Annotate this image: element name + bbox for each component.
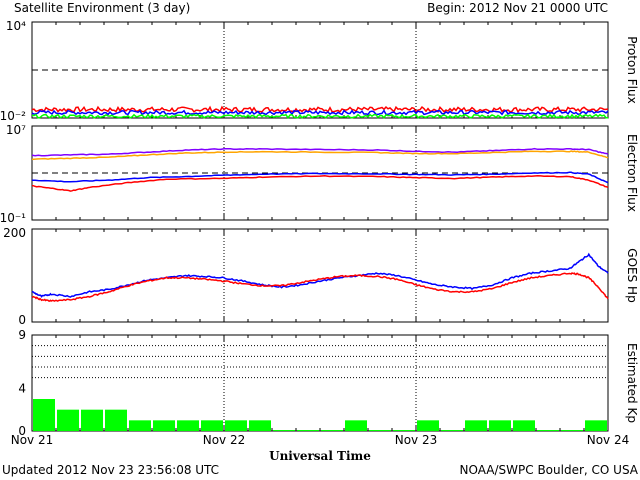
estimated-kp-bar xyxy=(585,420,607,431)
chart-title: Satellite Environment (3 day) xyxy=(14,1,190,15)
credit: NOAA/SWPC Boulder, CO USA xyxy=(460,463,639,477)
x-tick-nov23: Nov 23 xyxy=(395,433,438,447)
proton-flux-series-blue xyxy=(31,109,609,116)
estimated-kp-bar xyxy=(321,430,343,431)
estimated-kp-bar xyxy=(441,430,463,431)
proton-flux-ytick-label: 10⁴ xyxy=(6,19,26,33)
estimated-kp-bar xyxy=(417,420,439,431)
x-axis-label: Universal Time xyxy=(269,449,371,463)
estimated-kp-bar xyxy=(297,430,319,431)
estimated-kp-bar xyxy=(561,430,583,431)
estimated-kp-ytick-label: 9 xyxy=(18,328,26,342)
estimated-kp-ytick-label: 4 xyxy=(18,381,26,395)
electron-flux-series-blue xyxy=(32,171,609,184)
estimated-kp-bar xyxy=(465,420,487,431)
estimated-kp-bar xyxy=(393,430,415,431)
estimated-kp-bar xyxy=(249,420,271,431)
estimated-kp-bar xyxy=(177,420,199,431)
estimated-kp-bar xyxy=(489,420,511,431)
electron-flux-series-red xyxy=(31,175,609,192)
proton-flux-series-red xyxy=(31,105,609,114)
estimated-kp-bar xyxy=(57,409,79,431)
electron-flux-ylabel: Electron Flux xyxy=(625,134,639,212)
estimated-kp-bar xyxy=(33,399,55,431)
estimated-kp-bar xyxy=(225,420,247,431)
x-tick-nov21: Nov 21 xyxy=(11,433,54,447)
goes-hp-ytick-label: 0 xyxy=(18,313,26,327)
estimated-kp-bar xyxy=(537,430,559,431)
begin-time: Begin: 2012 Nov 21 0000 UTC xyxy=(427,1,608,15)
electron-flux-series-orange xyxy=(31,150,609,161)
estimated-kp-bar xyxy=(105,409,127,431)
estimated-kp-bar xyxy=(201,420,223,431)
estimated-kp-bar xyxy=(273,430,295,431)
estimated-kp-bar xyxy=(81,409,103,431)
estimated-kp-ylabel: Estimated Kp xyxy=(625,343,639,423)
proton-flux-ylabel: Proton Flux xyxy=(625,36,639,103)
goes-hp-series-blue xyxy=(31,252,609,298)
electron-flux-ytick-label: 10⁻¹ xyxy=(0,211,26,225)
updated-time: Updated 2012 Nov 23 23:56:08 UTC xyxy=(2,463,219,477)
goes-hp-ylabel: GOES Hp xyxy=(625,248,639,302)
electron-flux-ytick-label: 10⁷ xyxy=(6,123,26,137)
x-tick-nov24: Nov 24 xyxy=(587,433,630,447)
estimated-kp-ytick-label: 0 xyxy=(18,424,26,438)
x-tick-nov22: Nov 22 xyxy=(203,433,246,447)
goes-hp-series-red xyxy=(31,272,609,302)
estimated-kp-bar xyxy=(129,420,151,431)
electron-flux-series-purple xyxy=(31,147,609,157)
estimated-kp-bar xyxy=(369,430,391,431)
estimated-kp-bar xyxy=(153,420,175,431)
proton-flux-series-green xyxy=(32,113,608,119)
goes-hp-ytick-label: 200 xyxy=(3,226,26,240)
proton-flux-frame xyxy=(31,21,609,119)
estimated-kp-bar xyxy=(345,420,367,431)
panels: Proton Flux 10⁴ 10⁻² Electron Flux 10⁷ 10⁻¹ GO… xyxy=(0,19,639,438)
proton-flux-ytick-label: 10⁻² xyxy=(0,109,26,123)
estimated-kp-bar xyxy=(513,420,535,431)
